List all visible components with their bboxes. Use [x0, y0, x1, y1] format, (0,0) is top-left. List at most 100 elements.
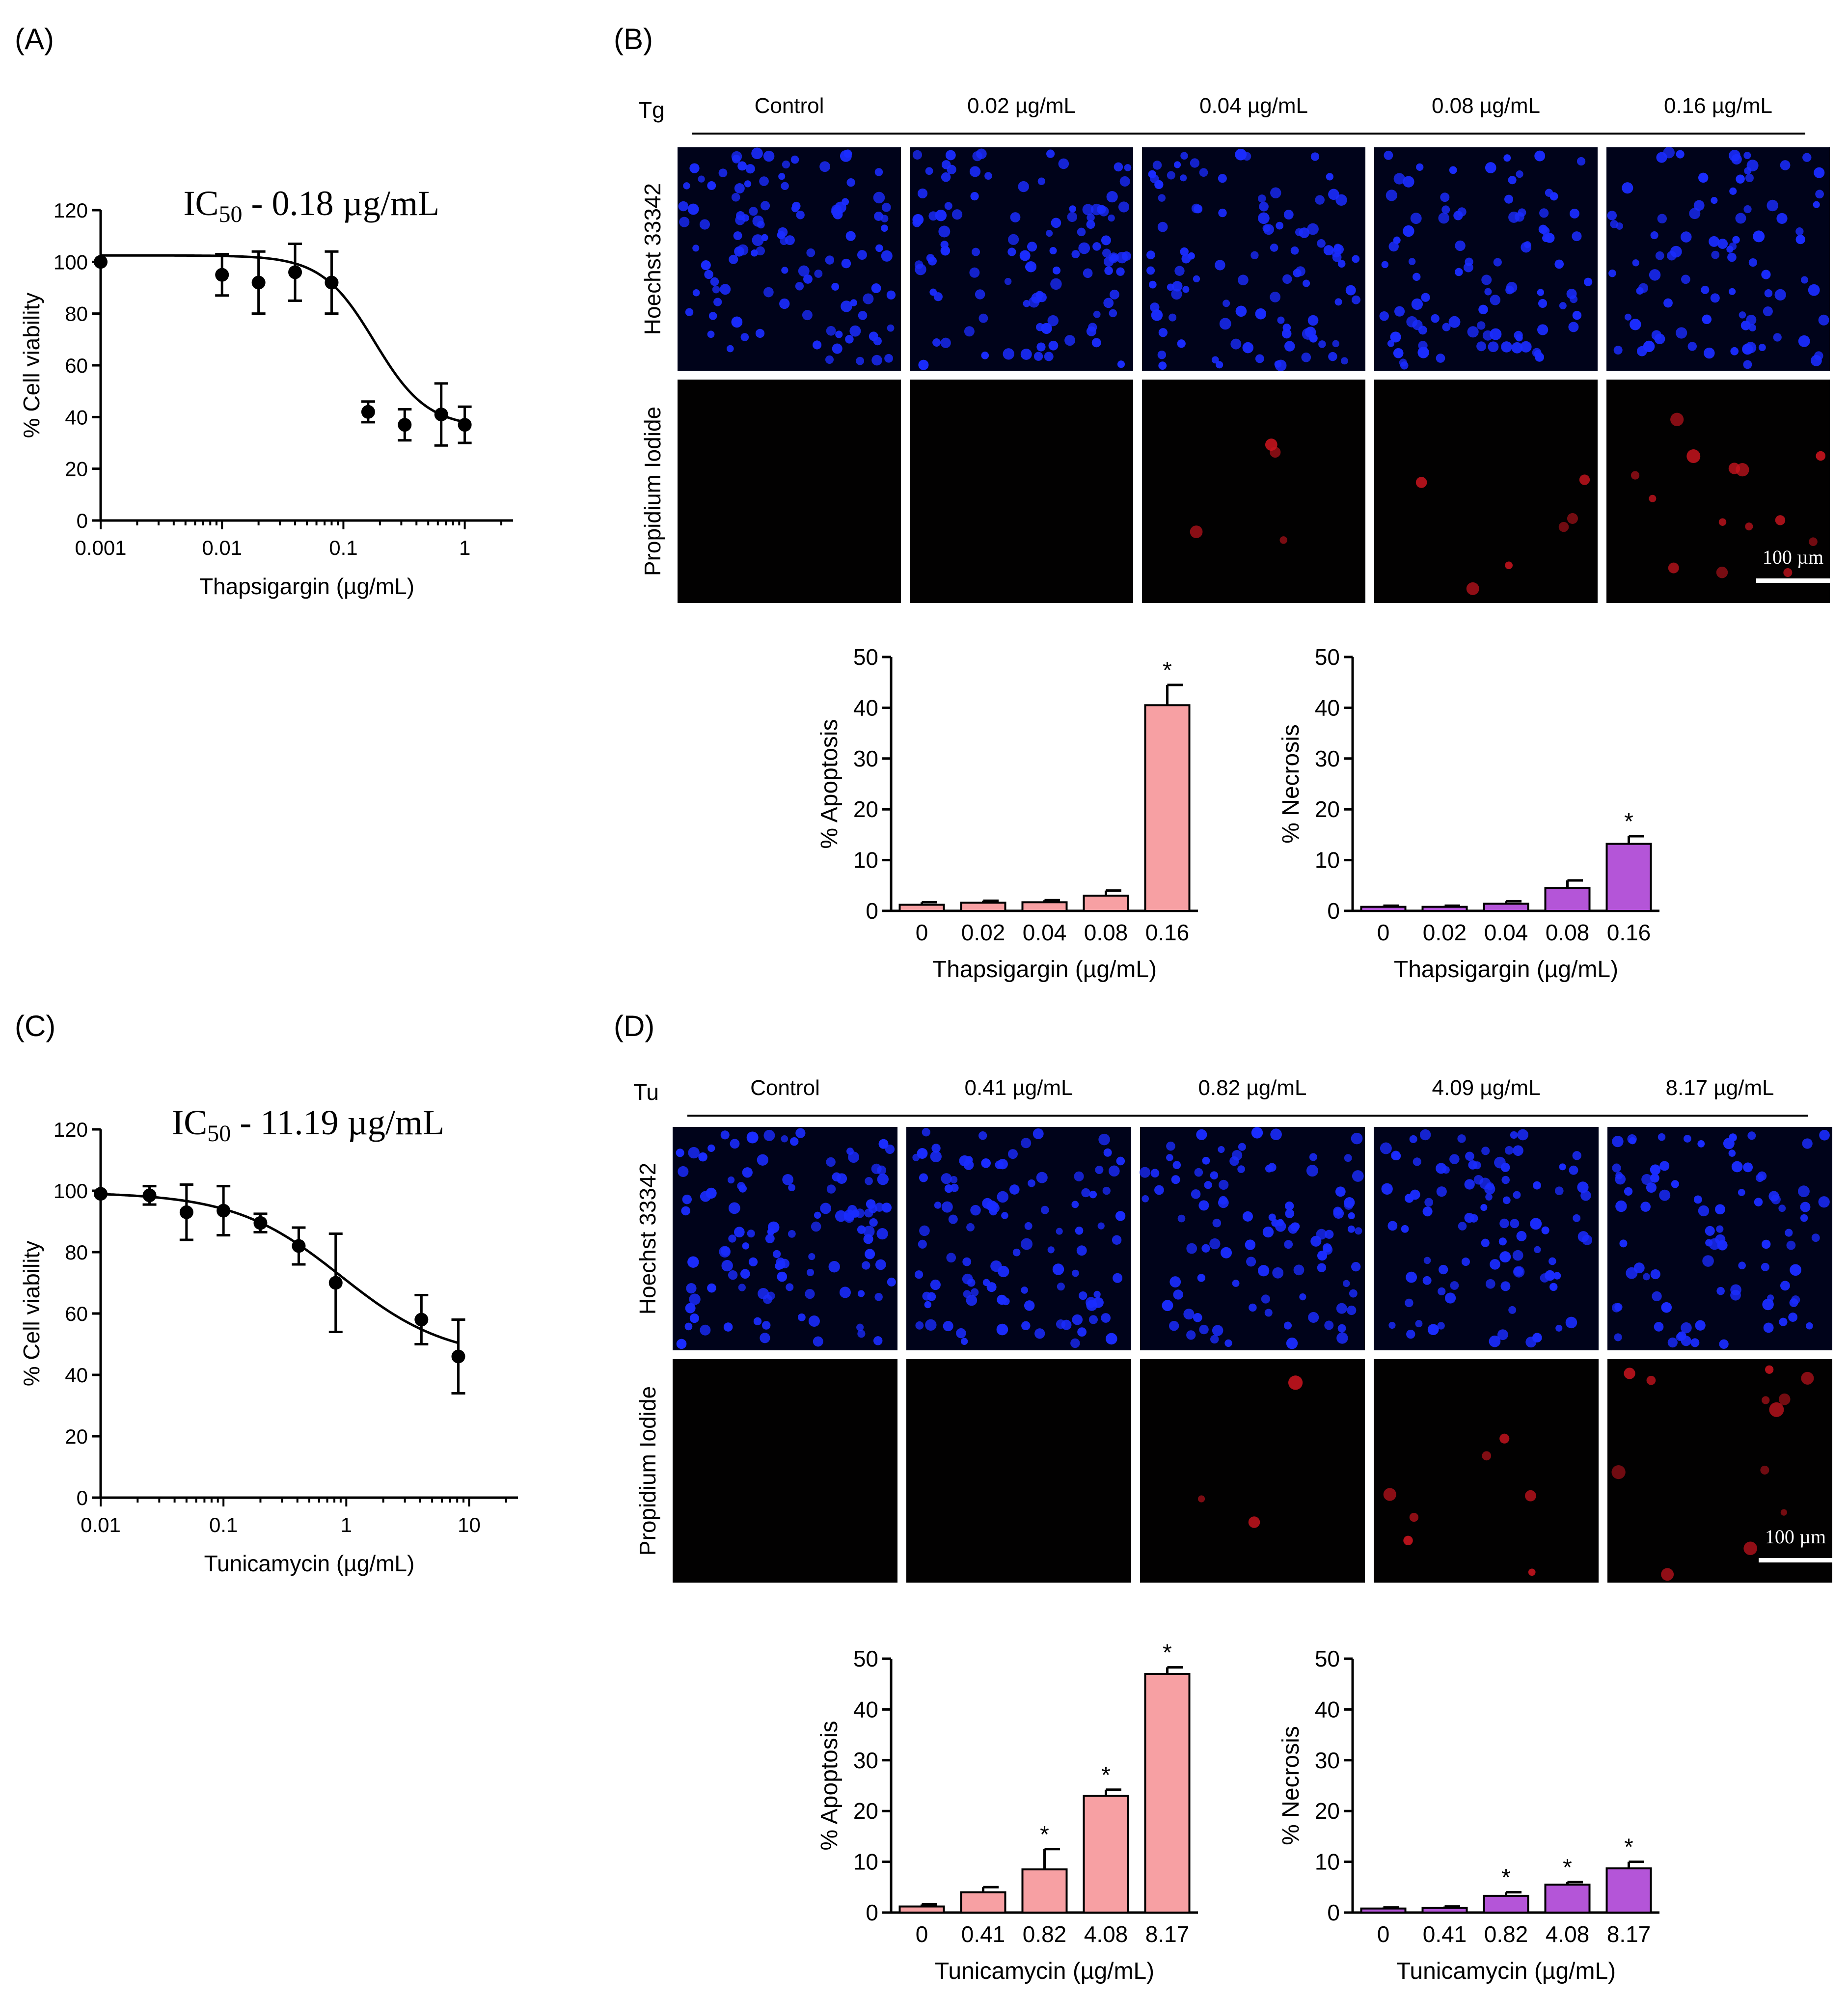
- nucleus: [1710, 293, 1720, 303]
- nucleus: [1095, 1166, 1104, 1175]
- nucleus: [1152, 161, 1162, 170]
- nucleus: [1076, 1245, 1087, 1256]
- nucleus: [1779, 1317, 1788, 1326]
- nucleus: [760, 1333, 770, 1343]
- nucleus: [1021, 1238, 1033, 1250]
- nucleus: [1380, 1142, 1392, 1154]
- nucleus: [1798, 1185, 1810, 1198]
- nucleus: [1728, 1150, 1736, 1157]
- nucleus: [788, 1184, 795, 1192]
- nucleus: [1614, 1333, 1622, 1341]
- nucleus: [1798, 335, 1810, 347]
- nucleus: [918, 1239, 927, 1249]
- nucleus: [1408, 258, 1416, 265]
- nucleus: [1736, 174, 1745, 184]
- nucleus: [1800, 276, 1808, 284]
- nucleus: [704, 270, 713, 279]
- nucleus: [1334, 298, 1342, 306]
- bar: [1360, 1907, 1407, 1914]
- nucleus: [1538, 224, 1548, 234]
- nucleus: [925, 1319, 937, 1331]
- pi-positive-cell: [1809, 537, 1818, 547]
- nucleus: [738, 1284, 746, 1291]
- nucleus: [1455, 240, 1466, 251]
- nucleus: [1577, 1231, 1589, 1242]
- y-tick-label: 10: [853, 1849, 878, 1875]
- nucleus: [1328, 352, 1337, 361]
- nucleus: [1072, 1269, 1079, 1277]
- pi-positive-cell: [1760, 1465, 1769, 1475]
- nucleus: [865, 1249, 875, 1259]
- nucleus: [720, 1246, 731, 1256]
- nucleus: [1158, 361, 1167, 370]
- nucleus: [788, 1230, 796, 1238]
- nucleus: [1103, 1148, 1112, 1157]
- nucleus: [1622, 182, 1633, 194]
- nucleus: [1545, 189, 1553, 197]
- nucleus: [1211, 356, 1219, 364]
- nucleus: [842, 198, 849, 206]
- nucleus: [1768, 1191, 1779, 1202]
- nucleus: [1018, 181, 1029, 192]
- nucleus: [919, 1225, 930, 1236]
- nucleus: [1180, 174, 1187, 182]
- nucleus: [1093, 310, 1101, 318]
- nucleus: [1499, 1218, 1509, 1229]
- bar: [960, 902, 1006, 912]
- nucleus: [917, 1148, 928, 1159]
- nucleus: [930, 1279, 941, 1290]
- nucleus: [1393, 348, 1404, 358]
- nucleus: [1415, 1320, 1423, 1328]
- pi-positive-cell: [1716, 567, 1728, 578]
- nucleus: [734, 1227, 745, 1238]
- nucleus: [1457, 1134, 1466, 1143]
- propidium-iodide-image: [1140, 1359, 1365, 1583]
- propidium-iodide-image: [1374, 1359, 1599, 1583]
- nucleus: [1488, 341, 1499, 353]
- nucleus: [1335, 1186, 1346, 1197]
- nucleus: [756, 246, 765, 256]
- nucleus: [1086, 220, 1095, 229]
- nucleus: [848, 1151, 860, 1163]
- column-header: 4.09 µg/mL: [1432, 1076, 1540, 1100]
- nucleus: [814, 1211, 821, 1219]
- nucleus: [781, 267, 788, 274]
- nucleus: [1255, 308, 1267, 320]
- nucleus: [840, 150, 852, 162]
- pi-positive-cell: [1631, 471, 1640, 480]
- y-tick-label: 10: [1315, 848, 1340, 873]
- nucleus: [1659, 1189, 1671, 1201]
- nucleus: [1172, 281, 1183, 292]
- nucleus: [1613, 346, 1623, 355]
- x-tick-label: 8.17: [1607, 1921, 1651, 1947]
- propidium-iodide-image: [906, 1359, 1131, 1583]
- nucleus: [1270, 292, 1281, 302]
- y-tick-label: 0: [77, 1486, 88, 1509]
- y-tick-label: 20: [853, 1798, 878, 1824]
- nucleus: [1767, 1294, 1774, 1302]
- nucleus: [1813, 201, 1820, 208]
- nucleus: [1218, 1146, 1225, 1153]
- nucleus: [944, 1184, 953, 1193]
- nucleus: [1258, 1265, 1270, 1277]
- nucleus: [884, 354, 893, 363]
- nucleus: [712, 285, 720, 294]
- nucleus: [806, 248, 815, 257]
- nucleus: [1503, 154, 1511, 162]
- nucleus: [1191, 1189, 1201, 1199]
- nucleus: [1345, 285, 1356, 296]
- nucleus: [1616, 222, 1623, 230]
- nucleus: [1387, 340, 1395, 347]
- pi-positive-cell: [1670, 412, 1684, 426]
- nucleus: [1180, 152, 1188, 160]
- pi-positive-cell: [1499, 1433, 1510, 1444]
- panel-label-d: (D): [614, 1010, 654, 1042]
- nucleus: [1036, 1172, 1048, 1183]
- nucleus: [1193, 1313, 1202, 1322]
- nucleus: [1258, 194, 1266, 203]
- bar: [1483, 903, 1529, 912]
- bar-chart-B-apoptosis: 0 10 20 30 40 50 0 0.02 0.04 0.08 0.16 * Thapsigargi…: [816, 644, 1198, 983]
- nucleus: [1089, 1190, 1097, 1199]
- nucleus: [710, 277, 719, 286]
- nucleus: [1088, 323, 1097, 332]
